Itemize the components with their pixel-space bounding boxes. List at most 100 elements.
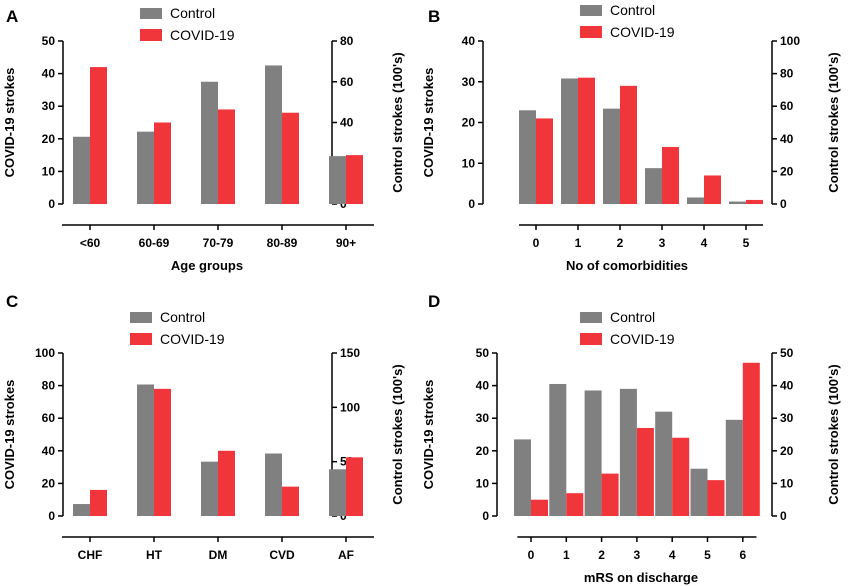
x-axis-title: No of comorbidities: [566, 258, 688, 273]
bar-control-c: [73, 504, 90, 516]
x-tick-label: 3: [634, 548, 641, 562]
panel-letter-d: D: [428, 292, 440, 311]
legend-d: Control COVID-19: [580, 309, 675, 347]
right-axis-tick-label: 40: [780, 132, 794, 146]
bar-covid-d: [742, 362, 760, 516]
bar-control-a: [201, 81, 218, 204]
bar-covid-a: [346, 155, 363, 204]
legend-swatch-control: [140, 8, 162, 19]
legend-swatch-covid: [580, 333, 602, 345]
bar-control-d: [514, 439, 531, 516]
left-axis-tick-label: 10: [462, 156, 476, 170]
legend-a: Control COVID-19: [140, 5, 235, 43]
left-axis-tick-label: 30: [476, 411, 490, 425]
right-axis-tick-label: 20: [780, 164, 794, 178]
bar-control-d: [690, 468, 708, 516]
right-axis-tick-label: 0: [780, 197, 787, 211]
bar-control-a: [265, 65, 282, 204]
legend-b: Control COVID-19: [580, 2, 675, 40]
x-tick-label: DM: [209, 548, 228, 562]
right-axis-tick-label: 150: [340, 346, 360, 360]
x-tick-label: 4: [701, 236, 708, 250]
left-axis-tick-label: 0: [48, 197, 55, 211]
bar-control-a: [73, 136, 90, 204]
right-axis-tick-label: 100: [780, 34, 800, 48]
x-tick-label: <60: [80, 236, 101, 250]
bar-control-b: [561, 78, 578, 204]
right-axis-tick-label: 30: [780, 411, 794, 425]
bar-control-b: [729, 201, 746, 204]
bar-covid-a: [218, 109, 235, 204]
bar-covid-c: [154, 388, 171, 516]
left-axis-tick-label: 0: [482, 509, 489, 523]
panel-c: CControlCOVID-19020406080100050100150CHF…: [2, 292, 405, 562]
x-tick-label: 0: [528, 548, 535, 562]
bar-control-a: [137, 131, 154, 204]
panel-letter-b: B: [428, 7, 440, 26]
panel-letter-c: C: [6, 292, 18, 311]
left-axis-tick-label: 0: [48, 509, 55, 523]
bar-covid-d: [531, 499, 548, 516]
left-axis-title: COVID-19 strokes: [421, 380, 436, 490]
left-axis-tick-label: 50: [42, 34, 56, 48]
legend-swatch-covid: [130, 333, 152, 345]
panel-letter-a: A: [6, 7, 18, 26]
legend-c: Control COVID-19: [130, 309, 225, 347]
left-axis-tick-label: 60: [42, 411, 56, 425]
right-axis-tick-label: 60: [780, 99, 794, 113]
x-tick-label: 90+: [336, 236, 356, 250]
bar-control-b: [687, 197, 704, 204]
x-tick-label: 0: [533, 236, 540, 250]
left-axis-tick-label: 100: [35, 346, 55, 360]
x-tick-label: 2: [598, 548, 605, 562]
bar-covid-c: [282, 486, 299, 516]
bar-control-c: [265, 453, 282, 516]
panel-b: B Control COVID-19 0 10 20 30 40 0 20 40 60 80 100 0 1 2…: [421, 2, 841, 273]
x-tick-label: 2: [617, 236, 624, 250]
left-axis-tick-label: 40: [42, 444, 56, 458]
bar-control-c: [137, 384, 154, 516]
bar-control-d: [549, 383, 567, 516]
bar-covid-a: [282, 112, 299, 204]
right-axis-tick-label: 80: [340, 34, 354, 48]
bar-covid-b: [620, 85, 637, 204]
x-tick-label: 3: [659, 236, 666, 250]
legend-label-control: Control: [610, 2, 655, 18]
left-axis-tick-label: 50: [476, 346, 490, 360]
legend-swatch-covid: [140, 29, 162, 41]
left-axis-tick-label: 80: [42, 379, 56, 393]
legend-label-covid: COVID-19: [610, 24, 675, 40]
left-axis-tick-label: 30: [462, 75, 476, 89]
bar-covid-d: [707, 480, 725, 516]
left-axis-tick-label: 20: [476, 444, 490, 458]
legend-label-control: Control: [160, 309, 205, 325]
bar-covid-b: [746, 199, 763, 204]
bar-covid-a: [90, 67, 107, 204]
right-axis-tick-label: 10: [780, 476, 794, 490]
left-axis-tick-label: 20: [462, 116, 476, 130]
bar-control-d: [725, 419, 743, 516]
x-axis-title: mRS on discharge: [584, 570, 698, 585]
legend-label-control: Control: [610, 309, 655, 325]
right-axis-title: Control strokes (100's): [826, 364, 841, 504]
left-axis-tick-label: 30: [42, 99, 56, 113]
legend-label-covid: COVID-19: [160, 331, 225, 347]
bar-control-c: [329, 469, 346, 516]
x-tick-label: AF: [338, 548, 354, 562]
right-axis-tick-label: 40: [340, 116, 354, 130]
panel-a: AControlCOVID-1901020304050020406080<606…: [2, 5, 405, 273]
bar-covid-a: [154, 122, 171, 204]
bar-covid-d: [601, 473, 619, 516]
legend-label-covid: COVID-19: [170, 27, 235, 43]
left-axis-tick-label: 40: [462, 34, 476, 48]
x-tick-label: 4: [669, 548, 676, 562]
x-tick-label: 80-89: [267, 236, 298, 250]
bar-covid-b: [662, 146, 679, 204]
right-axis-title: Control strokes (100's): [826, 52, 841, 192]
right-axis-tick-label: 50: [780, 346, 794, 360]
left-axis-title: COVID-19 strokes: [2, 68, 17, 178]
x-tick-label: HT: [146, 548, 163, 562]
x-tick-label: CVD: [269, 548, 295, 562]
right-axis-tick-label: 40: [780, 379, 794, 393]
